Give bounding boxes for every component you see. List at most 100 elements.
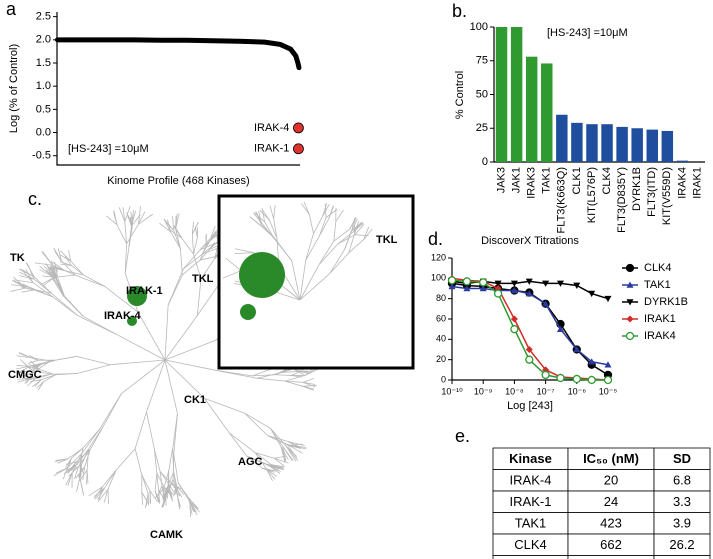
tree-branch <box>83 274 106 288</box>
tree-branch <box>350 222 363 232</box>
tree-branch <box>164 487 173 498</box>
data-point <box>541 370 550 380</box>
tree-branch <box>299 273 331 301</box>
tree-branch <box>351 218 358 232</box>
tree-branch <box>131 210 137 227</box>
tree-branch <box>22 371 34 378</box>
tree-branch <box>210 226 216 238</box>
tree-branch <box>124 206 131 222</box>
tree-branch <box>34 363 43 370</box>
tree-branch <box>57 248 62 262</box>
annotation: [HS-243] =10μM <box>68 143 149 155</box>
x-tick-label: IRAK3 <box>526 167 538 199</box>
tree-branch <box>146 411 155 450</box>
data-point <box>603 375 613 385</box>
table-value: CLK4 <box>514 537 547 552</box>
tree-branch <box>17 369 32 374</box>
tree-branch <box>275 374 292 376</box>
tree-branch <box>285 380 304 383</box>
tree-branch <box>39 269 53 278</box>
tree-branch <box>177 482 190 499</box>
tree-branch <box>280 446 289 460</box>
table-header: IC₅₀ (nM) <box>583 451 639 466</box>
table-cell <box>653 555 711 559</box>
tree-branch <box>25 268 34 283</box>
table-header: SD <box>673 451 691 466</box>
tree-branch <box>154 449 161 472</box>
tree-branch <box>229 432 256 453</box>
legend-marker <box>626 299 634 306</box>
tree-branch <box>337 234 356 245</box>
tree-branch <box>273 457 285 467</box>
tree-branch <box>318 240 335 265</box>
tree-branch <box>79 447 84 464</box>
tree-branch <box>134 411 147 449</box>
tree-branch <box>27 359 39 364</box>
tree-branch <box>63 466 79 475</box>
highlight-label: IRAK-4 <box>104 310 142 322</box>
legend-marker <box>626 281 634 288</box>
tree-branch <box>25 262 35 277</box>
tree-branch <box>164 339 217 361</box>
tree-branch <box>156 473 165 488</box>
bar <box>541 63 553 163</box>
tree-branch <box>183 253 203 270</box>
tree-branch <box>122 207 126 222</box>
legend-marker <box>625 263 635 273</box>
table-value: IRAK-4 <box>510 473 552 488</box>
tree-branch <box>68 249 72 262</box>
group-label: TK <box>10 252 25 264</box>
table-cell <box>567 555 655 559</box>
tree-branch <box>59 261 72 266</box>
tree-branch <box>191 221 199 235</box>
tree-branch <box>67 447 84 460</box>
tree-branch <box>52 264 76 276</box>
tree-branch <box>105 286 139 313</box>
tree-branch <box>107 469 117 490</box>
tree-branch <box>19 268 35 278</box>
tree-branch <box>246 455 267 465</box>
tree-branch <box>170 482 178 491</box>
tree-branch <box>234 252 255 254</box>
tree-branch <box>78 465 82 479</box>
tree-branch <box>79 469 88 482</box>
tree-branch <box>188 498 194 512</box>
x-axis-title: Log [243] <box>507 400 553 412</box>
highlight-circle <box>127 286 147 306</box>
y-tick-label: 75 <box>476 55 488 67</box>
data-point <box>604 295 612 303</box>
group-label: CK1 <box>184 394 206 406</box>
tree-branch <box>16 365 31 367</box>
x-tick-label: 10⁻⁵ <box>599 386 618 396</box>
tree-branch <box>258 210 262 225</box>
tree-branch <box>274 457 289 464</box>
tree-branch <box>124 245 130 274</box>
tree-branch <box>138 211 146 225</box>
tree-branch <box>266 463 284 469</box>
tree-branch <box>363 226 370 240</box>
tree-branch <box>99 489 109 500</box>
bar <box>601 124 613 162</box>
tree-branch <box>31 363 43 368</box>
tree-branch <box>225 257 242 271</box>
tree-branch <box>176 485 185 495</box>
tree-branch <box>77 315 117 335</box>
tree-branch <box>146 359 166 412</box>
tree-branch <box>291 260 301 301</box>
tree-branch <box>175 487 183 498</box>
tree-branch <box>191 221 194 235</box>
tree-branch <box>159 222 171 233</box>
y-tick-label: 40 <box>436 334 446 344</box>
tree-branch <box>106 215 118 226</box>
tree-branch <box>257 377 286 382</box>
table-cell <box>492 555 569 559</box>
tree-branch <box>173 224 183 239</box>
bar <box>616 126 628 162</box>
tree-branch <box>164 305 169 361</box>
tree-branch <box>158 490 165 500</box>
tree-branch <box>107 489 109 505</box>
tree-branch <box>175 228 181 249</box>
table-value: 662 <box>600 537 622 552</box>
tree-branch <box>159 471 172 483</box>
tree-branch <box>173 413 178 455</box>
